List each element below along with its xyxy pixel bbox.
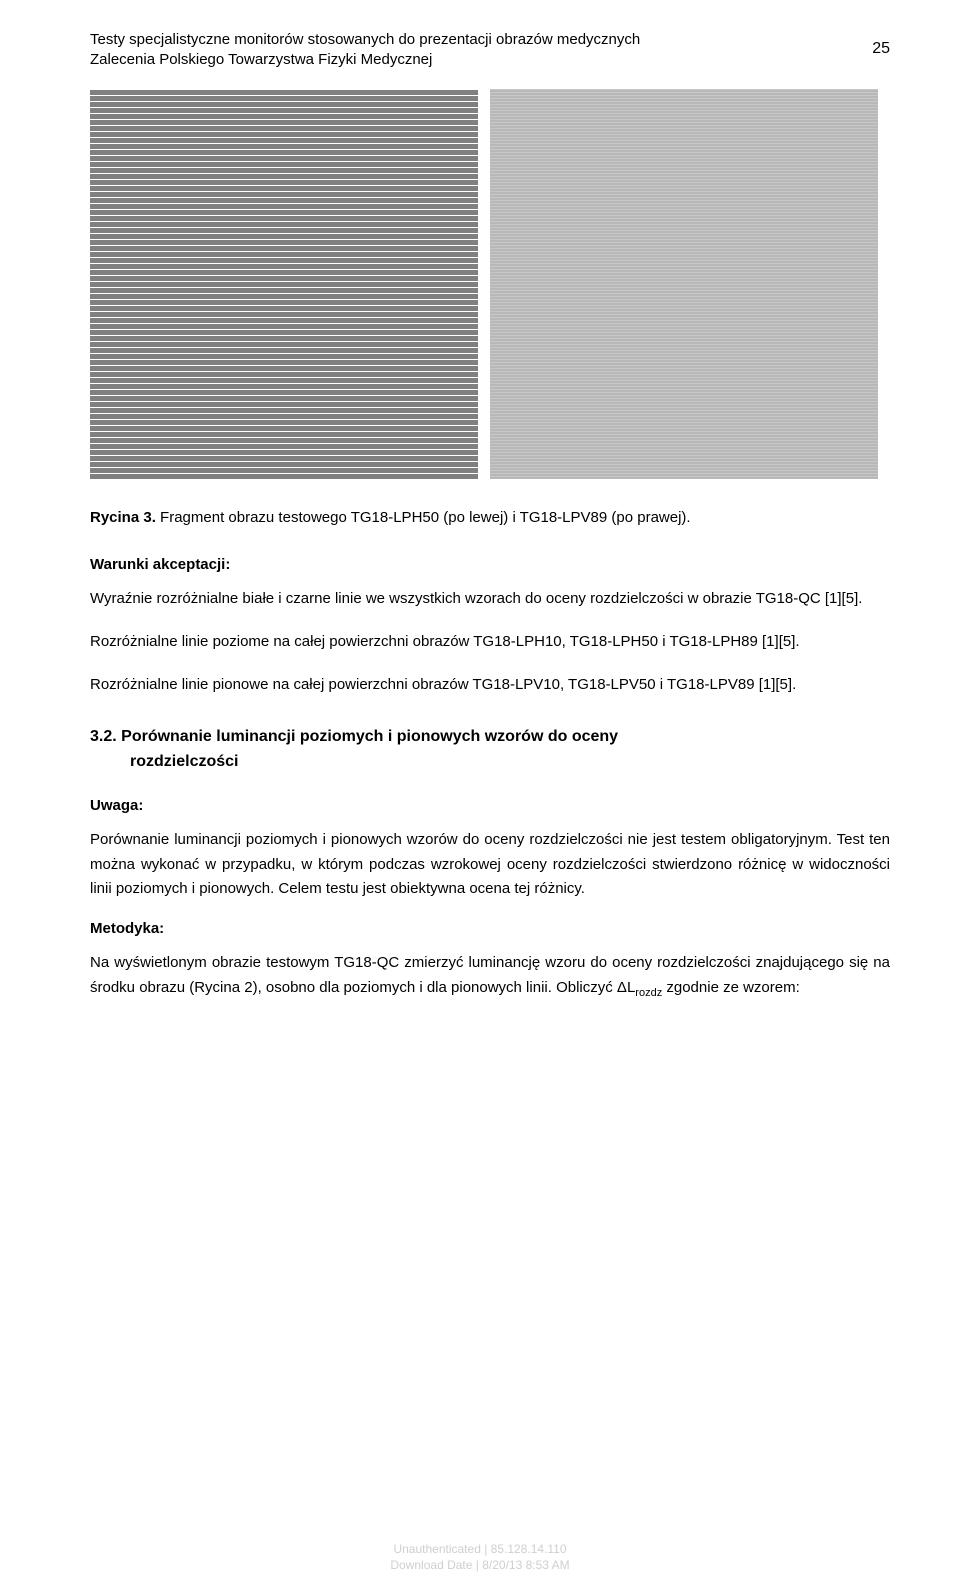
para-accept-2: Rozróżnialne linie poziome na całej powi…: [90, 630, 890, 655]
caption-text: Fragment obrazu testowego TG18-LPH50 (po…: [156, 509, 691, 526]
heading-3-2-line2: rozdzielczości: [90, 750, 890, 775]
para-metodyka-text: Na wyświetlonym obrazie testowym TG18-QC…: [90, 954, 890, 996]
figure-3-caption: Rycina 3. Fragment obrazu testowego TG18…: [90, 509, 890, 526]
footer-line-1: Unauthenticated | 85.128.14.110: [0, 1541, 960, 1557]
para-uwaga: Porównanie luminancji poziomych i pionow…: [90, 828, 890, 902]
para-accept-1: Wyraźnie rozróżnialne białe i czarne lin…: [90, 587, 890, 612]
figure-right-tg18-lpv89: [490, 89, 878, 479]
header-line-1: Testy specjalistyczne monitorów stosowan…: [90, 30, 832, 50]
header-line-2: Zalecenia Polskiego Towarzystwa Fizyki M…: [90, 50, 832, 70]
metodyka-label: Metodyka:: [90, 920, 890, 937]
heading-3-2: 3.2. Porównanie luminancji poziomych i p…: [90, 725, 890, 775]
footer-watermark: Unauthenticated | 85.128.14.110 Download…: [0, 1541, 960, 1573]
warunki-akceptacji-label: Warunki akceptacji:: [90, 556, 890, 573]
uwaga-label: Uwaga:: [90, 797, 890, 814]
heading-3-2-line1: Porównanie luminancji poziomych i pionow…: [121, 728, 618, 745]
header-title-block: Testy specjalistyczne monitorów stosowan…: [90, 30, 832, 69]
footer-line-2: Download Date | 8/20/13 8:53 AM: [0, 1557, 960, 1573]
figure-left-tg18-lph50: [90, 89, 478, 479]
caption-label: Rycina 3.: [90, 509, 156, 526]
para-metodyka: Na wyświetlonym obrazie testowym TG18-QC…: [90, 951, 890, 1002]
running-header: Testy specjalistyczne monitorów stosowan…: [90, 30, 890, 69]
para-accept-3: Rozróżnialne linie pionowe na całej powi…: [90, 673, 890, 698]
page-number: 25: [872, 40, 890, 58]
heading-3-2-number: 3.2.: [90, 728, 121, 745]
figure-3-row: [90, 89, 890, 479]
